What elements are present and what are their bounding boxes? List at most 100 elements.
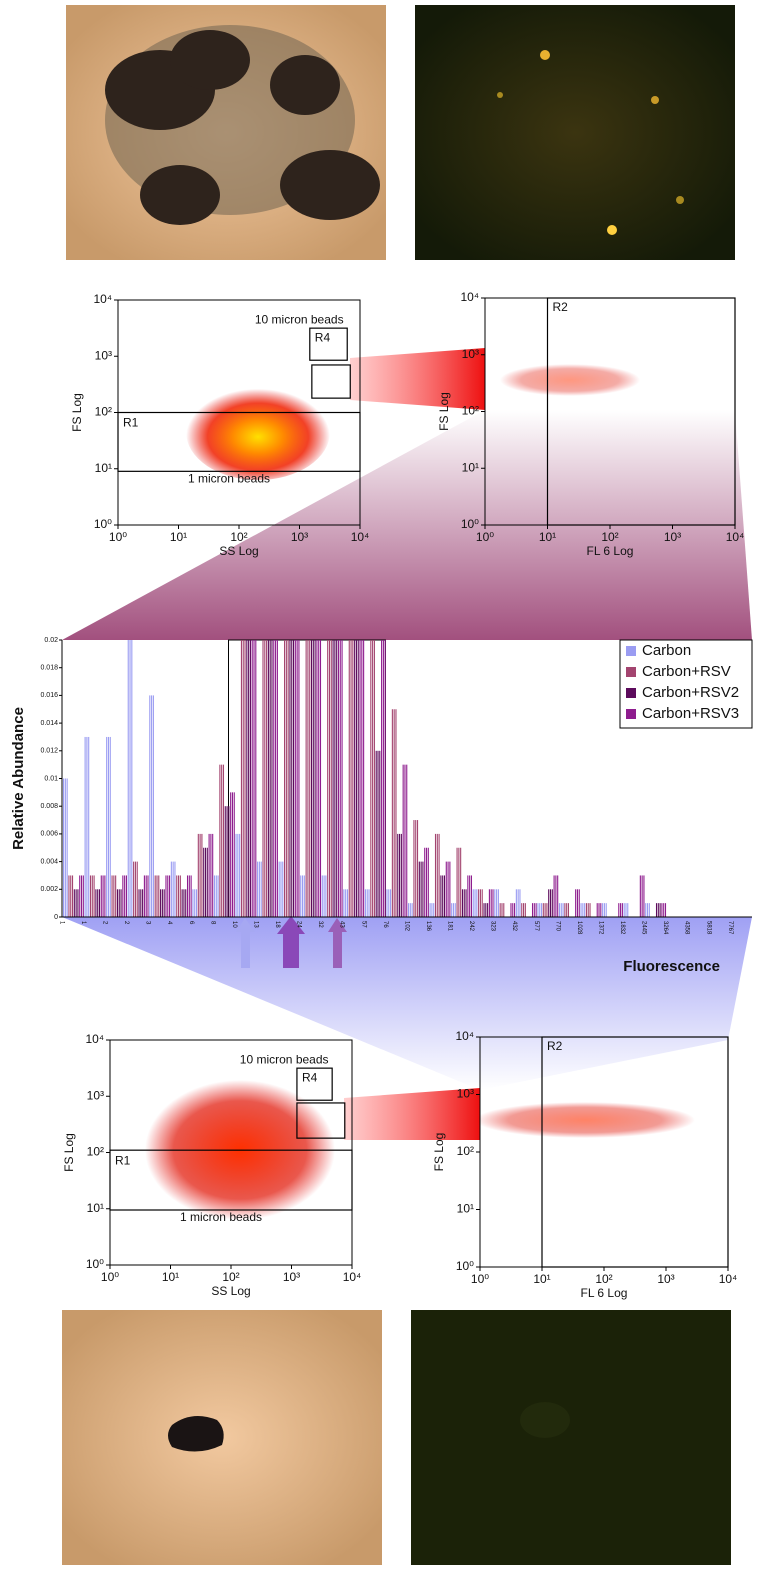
bar (260, 861, 262, 917)
bar (235, 833, 237, 917)
y-tick-label: 10¹ (462, 460, 479, 474)
event-cloud (186, 384, 330, 480)
bar (178, 875, 180, 917)
bar (104, 875, 106, 917)
bar (149, 695, 151, 917)
bar (181, 889, 183, 917)
bar (167, 875, 169, 917)
x-tick-label: 10³ (657, 1272, 674, 1286)
bar (436, 833, 438, 917)
bar (318, 640, 320, 917)
y-tick-label: 10⁰ (461, 517, 479, 531)
bar (111, 875, 113, 917)
bar (370, 640, 372, 917)
y-tick-label: 10⁰ (456, 1259, 474, 1273)
y-tick-label: 10⁴ (460, 290, 479, 304)
bar (257, 861, 259, 917)
event-cloud (475, 1102, 695, 1138)
bar (113, 875, 115, 917)
x-tick-label: 1 (80, 921, 86, 925)
x-tick-label: 10² (601, 530, 618, 544)
bar (375, 750, 377, 917)
bar (79, 875, 81, 917)
gate (109, 1149, 353, 1211)
y-tick-label: 10⁴ (455, 1029, 474, 1043)
bar (542, 903, 544, 917)
bar (278, 861, 280, 917)
bar (70, 875, 72, 917)
x-tick-label: 3264 (662, 921, 668, 935)
bar (337, 640, 340, 917)
bar (120, 889, 122, 917)
bar (249, 640, 251, 917)
y-tick-label: 10³ (457, 1087, 474, 1101)
bar (479, 889, 481, 917)
bar (296, 640, 298, 917)
x-tick-label: 3 (145, 921, 151, 925)
x-tick-label: 432 (511, 921, 517, 932)
bar (276, 640, 278, 917)
bar (77, 889, 79, 917)
legend-label: Carbon+RSV3 (642, 705, 739, 722)
y-tick-label: 10³ (87, 1088, 104, 1102)
bar (226, 806, 228, 917)
bar (165, 875, 167, 917)
bar (411, 903, 413, 917)
x-tick-label: 10⁴ (351, 530, 370, 544)
bar (382, 640, 384, 917)
bar (282, 861, 284, 917)
bar (395, 709, 397, 917)
bar (230, 792, 232, 917)
bar (127, 640, 129, 917)
bar (452, 903, 455, 917)
bar (368, 889, 370, 917)
bar (578, 889, 580, 917)
bar (463, 889, 465, 917)
bar (305, 640, 307, 917)
bar (551, 889, 553, 917)
bar (328, 640, 331, 917)
y-tick-label: 0.018 (40, 665, 58, 672)
bar (447, 861, 449, 917)
bar (285, 640, 287, 917)
bar (248, 640, 250, 917)
bar (418, 861, 420, 917)
gate (311, 364, 351, 399)
gate-note: 10 micron beads (240, 1052, 329, 1066)
bar (336, 640, 338, 917)
bar (64, 778, 66, 917)
x-tick-label: 136 (425, 921, 431, 932)
y-axis-label: FS Log (432, 1133, 446, 1172)
bar (434, 833, 437, 917)
bar (490, 889, 492, 917)
y-axis-label: FS Log (62, 1133, 76, 1172)
bar (269, 640, 271, 917)
bar (224, 806, 226, 917)
arrow (277, 916, 305, 968)
bar (359, 640, 361, 917)
y-axis-label: FS Log (437, 392, 451, 431)
bar (415, 820, 417, 917)
bar (289, 640, 291, 917)
bar (454, 903, 456, 917)
bar (100, 875, 102, 917)
bar (170, 861, 172, 917)
bar (210, 833, 212, 917)
x-axis-label: FL 6 Log (581, 1286, 628, 1300)
x-tick-label: 1372 (597, 921, 603, 935)
x-tick-label: 10¹ (533, 1272, 550, 1286)
legend-frame (619, 639, 753, 729)
bar (348, 640, 350, 917)
x-axis-label: FL 6 Log (587, 544, 634, 558)
bar (88, 736, 90, 917)
x-tick-label: 102 (403, 921, 409, 932)
bar (122, 875, 124, 917)
x-tick-label: 10⁴ (719, 1272, 738, 1286)
bar (158, 875, 160, 917)
x-tick-label: 8 (209, 921, 215, 925)
bar (472, 889, 474, 917)
bar (501, 903, 503, 917)
bar (160, 889, 162, 917)
bar (242, 640, 244, 917)
bar (393, 709, 395, 917)
